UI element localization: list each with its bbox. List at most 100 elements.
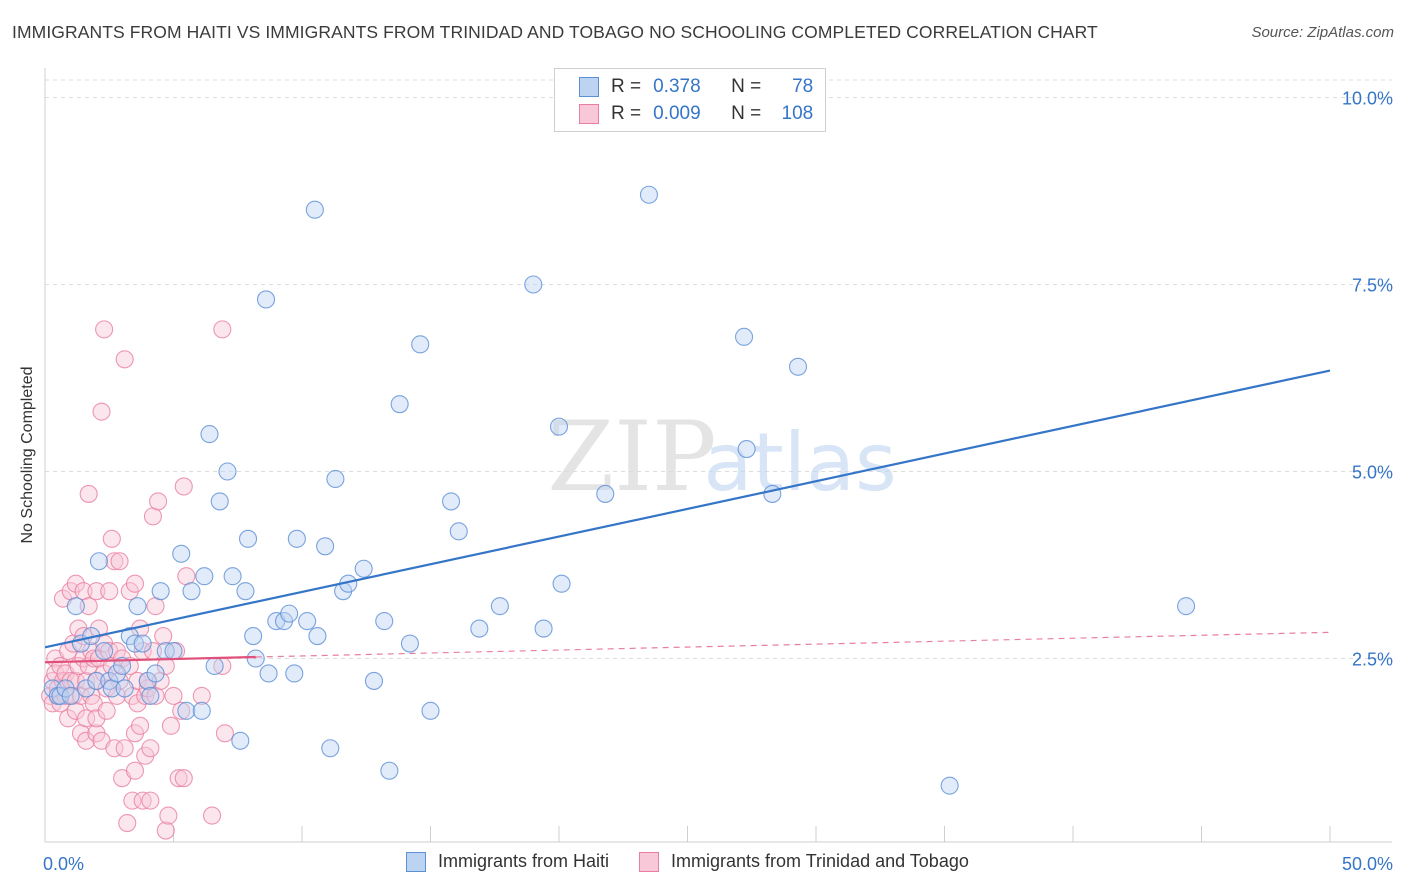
data-point-haiti bbox=[549, 417, 569, 436]
axes bbox=[44, 68, 1392, 843]
data-point-haiti bbox=[195, 567, 214, 586]
data-point-haiti bbox=[128, 597, 147, 616]
data-point-haiti bbox=[552, 574, 571, 593]
data-point-trinidad bbox=[115, 739, 134, 758]
data-point-haiti bbox=[66, 597, 85, 616]
data-point-haiti bbox=[164, 641, 183, 661]
data-point-trinidad bbox=[97, 701, 116, 720]
legend-n-value-haiti: 78 bbox=[792, 76, 814, 97]
y-tick-label: 2.5% bbox=[1352, 650, 1393, 670]
data-point-haiti bbox=[151, 582, 170, 601]
data-point-trinidad bbox=[141, 791, 160, 810]
watermark-atlas: atlas bbox=[703, 416, 896, 509]
data-point-haiti bbox=[390, 395, 409, 414]
data-point-trinidad bbox=[125, 574, 144, 593]
data-point-haiti bbox=[305, 200, 324, 219]
data-point-trinidad bbox=[102, 529, 121, 548]
data-point-haiti bbox=[61, 686, 80, 705]
data-point-haiti bbox=[442, 492, 461, 511]
watermark: ZIP atlas bbox=[547, 401, 896, 513]
data-point-trinidad bbox=[125, 761, 144, 780]
data-point-haiti bbox=[534, 619, 553, 638]
source-label[interactable]: Source: ZipAtlas.com bbox=[1251, 24, 1394, 41]
data-point-haiti bbox=[223, 567, 242, 586]
data-point-haiti bbox=[280, 604, 299, 623]
data-point-haiti bbox=[87, 671, 106, 690]
data-point-haiti bbox=[940, 776, 959, 795]
data-point-haiti bbox=[321, 739, 340, 758]
legend-item-haiti[interactable]: Immigrants from Haiti bbox=[406, 851, 609, 872]
data-point-haiti bbox=[100, 671, 119, 690]
data-point-trinidad bbox=[161, 716, 180, 735]
data-point-trinidad bbox=[174, 477, 193, 496]
data-point-trinidad bbox=[59, 709, 78, 728]
data-point-haiti bbox=[285, 664, 304, 683]
trend-line-trinidad-extension bbox=[255, 631, 1331, 658]
legend-item-trinidad[interactable]: Immigrants from Trinidad and Tobago bbox=[639, 851, 969, 872]
legend-n-value-trinidad: 108 bbox=[781, 103, 814, 124]
data-point-haiti bbox=[524, 275, 543, 294]
data-point-haiti bbox=[231, 731, 250, 750]
legend-r-label: R = bbox=[611, 76, 642, 97]
legend-n-label: N = bbox=[731, 76, 762, 97]
y-tick-label: 5.0% bbox=[1352, 463, 1393, 483]
legend-r-value-haiti: 0.378 bbox=[653, 76, 701, 97]
data-point-haiti bbox=[763, 484, 782, 503]
y-tick-label: 7.5% bbox=[1352, 276, 1393, 296]
data-point-trinidad bbox=[156, 821, 175, 840]
data-point-haiti bbox=[236, 582, 255, 601]
data-point-trinidad bbox=[105, 552, 124, 571]
data-point-haiti bbox=[411, 335, 430, 354]
data-point-trinidad bbox=[105, 739, 124, 758]
chart-title: IMMIGRANTS FROM HAITI VS IMMIGRANTS FROM… bbox=[12, 22, 1098, 42]
data-point-trinidad bbox=[110, 552, 129, 571]
data-point-trinidad bbox=[77, 709, 96, 728]
data-point-haiti bbox=[200, 425, 219, 444]
data-point-trinidad bbox=[100, 582, 119, 601]
data-point-haiti bbox=[326, 469, 345, 489]
data-point-haiti bbox=[375, 612, 394, 631]
data-point-trinidad bbox=[41, 686, 60, 705]
data-point-trinidad bbox=[174, 769, 193, 788]
data-point-haiti bbox=[138, 671, 157, 690]
data-point-trinidad bbox=[77, 731, 96, 750]
data-point-haiti bbox=[449, 522, 468, 541]
data-point-haiti bbox=[238, 529, 258, 548]
data-point-haiti bbox=[218, 462, 237, 481]
data-point-haiti bbox=[354, 559, 373, 578]
data-point-trinidad bbox=[213, 320, 232, 339]
data-point-trinidad bbox=[115, 350, 134, 369]
data-point-trinidad bbox=[87, 709, 106, 728]
data-point-haiti bbox=[244, 627, 263, 646]
data-point-trinidad bbox=[215, 724, 234, 743]
legend-row-haiti: R = 0.378 N = 78 bbox=[579, 75, 813, 99]
tick-labels: 2.5% 5.0% 7.5% 10.0% 0.0% 50.0% bbox=[43, 89, 1393, 875]
trend-lines bbox=[44, 369, 1331, 664]
data-point-haiti bbox=[246, 649, 265, 668]
data-point-haiti bbox=[133, 634, 152, 653]
data-point-haiti bbox=[308, 627, 327, 646]
data-point-trinidad bbox=[84, 649, 103, 668]
data-point-haiti bbox=[470, 619, 489, 638]
data-point-trinidad bbox=[92, 402, 111, 421]
data-point-haiti bbox=[182, 582, 201, 601]
trend-line-trinidad bbox=[44, 655, 256, 664]
legend-r-label: R = bbox=[611, 103, 642, 124]
legend-n-label: N = bbox=[731, 103, 762, 124]
data-point-trinidad bbox=[95, 320, 114, 339]
data-point-haiti bbox=[1177, 597, 1196, 616]
legend-swatch-trinidad bbox=[579, 104, 599, 124]
data-point-trinidad bbox=[156, 656, 175, 676]
data-point-haiti bbox=[364, 671, 384, 690]
data-point-haiti bbox=[172, 544, 191, 563]
legend-label-trinidad: Immigrants from Trinidad and Tobago bbox=[671, 851, 969, 871]
data-point-haiti bbox=[298, 612, 317, 631]
x-tick-label: 50.0% bbox=[1342, 854, 1393, 874]
legend-r-value-trinidad: 0.009 bbox=[653, 103, 701, 124]
data-point-haiti bbox=[256, 290, 276, 309]
data-point-trinidad bbox=[164, 686, 183, 705]
stats-legend: R = 0.378 N = 78 R = 0.009 N = 108 bbox=[554, 68, 826, 132]
legend-swatch-trinidad bbox=[639, 851, 660, 872]
series-haiti bbox=[43, 185, 1196, 795]
